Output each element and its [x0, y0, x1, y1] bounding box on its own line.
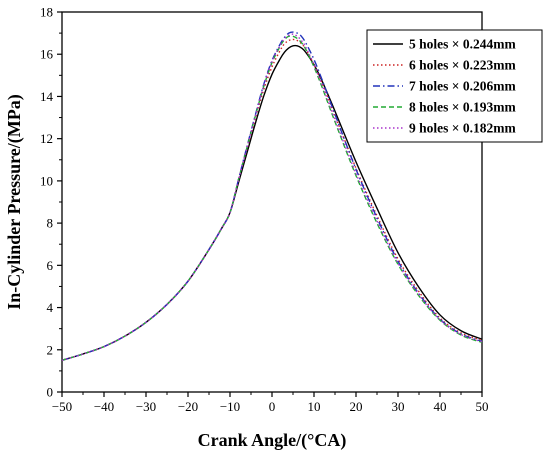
legend: 5 holes × 0.244mm 6 holes × 0.223mm 7 hole… — [366, 29, 543, 143]
x-tick-label: 40 — [434, 399, 447, 414]
y-tick-label: 12 — [40, 131, 53, 146]
legend-label-3: 7 holes × 0.206mm — [409, 79, 516, 94]
y-tick-label: 18 — [40, 5, 53, 20]
y-axis-title: In-Cylinder Pressure/(MPa) — [4, 94, 25, 309]
y-tick-label: 14 — [40, 89, 54, 104]
tick-labels: −50 −40 −30 −20 −10 0 10 20 30 40 50 0 2 4 6 8 10 12 14 16 1… — [40, 5, 489, 415]
series-line-5 — [61, 33, 483, 362]
x-tick-label: −30 — [136, 399, 156, 414]
y-tick-label: 4 — [47, 300, 54, 315]
y-tick-label: 10 — [40, 173, 53, 188]
x-tick-label: −40 — [94, 399, 114, 414]
y-tick-label: 0 — [47, 385, 54, 400]
y-tick-label: 6 — [47, 258, 54, 273]
x-tick-label: −20 — [178, 399, 198, 414]
y-tick-label: 16 — [40, 47, 54, 62]
x-axis-title: Crank Angle/(°CA) — [198, 430, 347, 451]
y-tick-label: 2 — [47, 342, 54, 357]
legend-box — [366, 29, 543, 143]
series-line-4 — [61, 35, 483, 362]
x-tick-label: 30 — [392, 399, 405, 414]
legend-label-4: 8 holes × 0.193mm — [409, 100, 516, 115]
x-tick-label: −50 — [52, 399, 72, 414]
series-lines — [61, 31, 483, 362]
axes — [57, 11, 483, 397]
y-tick-label: 8 — [47, 216, 54, 231]
x-tick-label: −10 — [220, 399, 240, 414]
x-tick-label: 0 — [269, 399, 276, 414]
x-tick-label: 10 — [308, 399, 321, 414]
legend-label-1: 5 holes × 0.244mm — [409, 37, 516, 52]
legend-label-5: 9 holes × 0.182mm — [409, 121, 516, 136]
legend-label-2: 6 holes × 0.223mm — [409, 58, 516, 73]
x-tick-label: 20 — [350, 399, 363, 414]
x-tick-label: 50 — [476, 399, 489, 414]
